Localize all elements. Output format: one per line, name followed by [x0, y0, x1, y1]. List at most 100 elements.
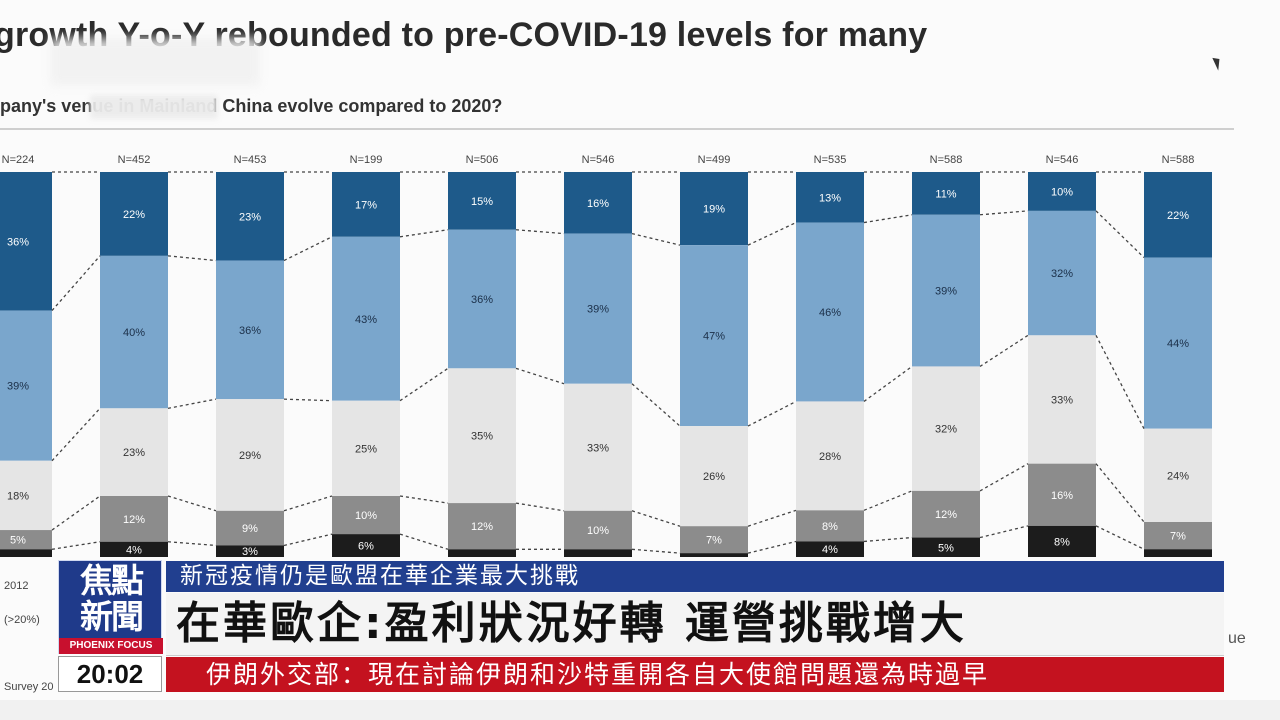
data-label: 36% [471, 294, 493, 306]
connector-line [399, 495, 449, 504]
connector-line [1095, 525, 1145, 550]
data-label: 5% [938, 542, 954, 554]
connector-line [51, 495, 101, 531]
data-label: 10% [587, 525, 609, 537]
data-label: 43% [355, 314, 377, 326]
bar-segment [332, 172, 400, 237]
bar-segment [0, 310, 52, 461]
bar-segment [680, 172, 748, 246]
n-label: N=588 [930, 154, 963, 166]
connector-line [863, 490, 913, 511]
data-label: 11% [935, 188, 956, 200]
left-fragment-3: Survey 20 [4, 681, 54, 693]
connector-line [979, 463, 1029, 492]
connector-line [979, 210, 1029, 216]
data-label: 12% [935, 509, 957, 521]
data-label: 7% [1170, 531, 1186, 543]
bar-segment [796, 510, 864, 542]
connector-line [863, 365, 913, 402]
bar-segment [796, 541, 864, 557]
bar-segment [796, 401, 864, 511]
bar-segment [912, 214, 980, 367]
data-label: 8% [1054, 536, 1070, 548]
left-fragment-2: (>20%) [4, 614, 40, 626]
connector-line [515, 229, 565, 235]
data-label: 9% [242, 523, 258, 535]
connector-line [1095, 335, 1145, 429]
bar-segment [680, 553, 748, 557]
data-label: 23% [239, 211, 261, 223]
data-label: 36% [239, 325, 261, 337]
n-label: N=546 [1046, 154, 1079, 166]
bar-segment [100, 541, 168, 557]
logo-english: PHOENIX FOCUS [59, 638, 163, 654]
data-label: 44% [1167, 338, 1189, 350]
bar-segment [216, 172, 284, 261]
data-label: 47% [703, 331, 725, 343]
connector-line [979, 334, 1029, 367]
bar-segment [0, 460, 52, 531]
data-label: 6% [358, 541, 374, 553]
data-label: 36% [7, 236, 29, 248]
bar-segment [1028, 210, 1096, 336]
data-label: 15% [471, 196, 493, 208]
connector-line [51, 407, 101, 462]
bar-segment [564, 549, 632, 557]
data-label: 35% [471, 431, 493, 443]
bar-segment [100, 496, 168, 542]
bar-segment [912, 537, 980, 557]
bar-segment [1144, 522, 1212, 550]
bar-segment [448, 368, 516, 504]
n-label: N=452 [118, 154, 151, 166]
bar-segment [796, 222, 864, 402]
connector-line [863, 536, 913, 543]
data-label: 19% [703, 204, 725, 216]
connector-line [863, 214, 913, 224]
connector-line [747, 400, 797, 427]
bar-segment [796, 172, 864, 223]
connector-line [747, 540, 797, 554]
news-ticker: 伊朗外交部：現在討論伊朗和沙特重開各自大使館問題還為時過早 [206, 660, 990, 689]
bar-segment [216, 545, 284, 557]
mouse-cursor-icon [1212, 55, 1224, 71]
connector-line [399, 533, 449, 550]
bar-segment [0, 549, 52, 557]
data-label: 33% [587, 442, 609, 454]
bar-segment [1028, 172, 1096, 211]
slide-subtitle: pany's venue in Mainland China evolve co… [0, 96, 503, 116]
logo-line1: 焦點 [80, 561, 144, 600]
connector-line [283, 398, 333, 402]
bar-segment [448, 549, 516, 557]
n-label: N=588 [1162, 154, 1195, 166]
data-label: 26% [703, 471, 725, 483]
n-label: N=506 [466, 154, 499, 166]
bar-segment [1028, 335, 1096, 464]
data-label: 22% [1167, 210, 1189, 222]
connector-line [979, 525, 1029, 539]
bar-segment [1028, 525, 1096, 557]
bar-segment [1144, 428, 1212, 522]
bar-segment [100, 172, 168, 256]
connector-line [631, 232, 681, 246]
bar-segment [564, 172, 632, 234]
data-label: 7% [706, 535, 722, 547]
bar-segment [0, 530, 52, 550]
n-label: N=546 [582, 154, 615, 166]
bar-segment [216, 510, 284, 546]
data-label: 24% [1167, 470, 1189, 482]
n-label: N=499 [698, 154, 731, 166]
data-label: 25% [355, 443, 377, 455]
bar-segment [332, 534, 400, 557]
connector-line [1095, 210, 1145, 259]
data-label: 39% [7, 381, 29, 393]
bar-segment [332, 400, 400, 497]
bar-segment [216, 399, 284, 511]
data-label: 13% [819, 192, 841, 204]
data-label: 32% [935, 424, 957, 436]
connector-line [167, 541, 217, 547]
connector-line [1095, 463, 1145, 523]
bar-segment [100, 408, 168, 497]
data-label: 4% [126, 544, 142, 556]
data-label: 10% [355, 510, 377, 522]
blur-patch [50, 38, 260, 86]
